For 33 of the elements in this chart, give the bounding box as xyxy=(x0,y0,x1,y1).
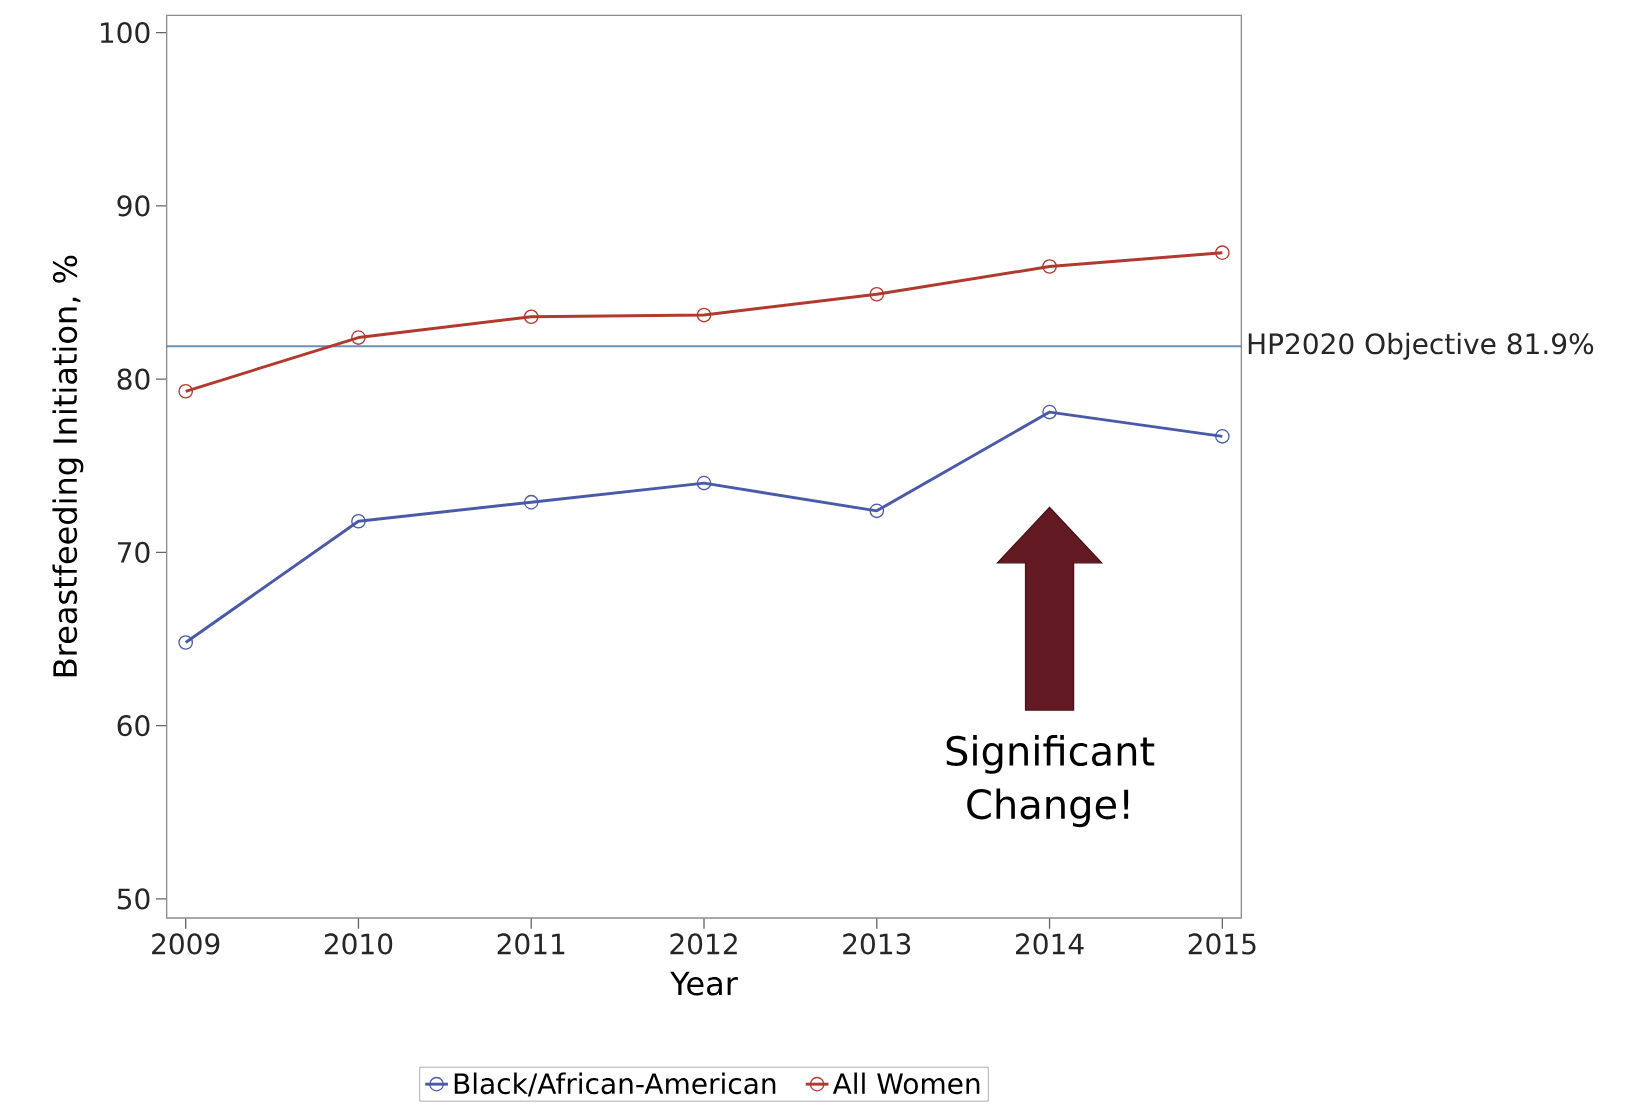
point xyxy=(351,330,366,345)
x-tick-label: 2011 xyxy=(497,933,565,955)
point xyxy=(1042,259,1057,274)
point xyxy=(696,475,712,491)
y-tick-label: 90 xyxy=(117,195,150,217)
x-axis-title: Year xyxy=(670,971,738,996)
x-tick-label: 2014 xyxy=(1015,933,1084,955)
point xyxy=(696,307,712,323)
y-tick-label: 100 xyxy=(100,22,150,44)
legend-label: Black/African-American xyxy=(454,1072,776,1097)
legend-label: All Women xyxy=(832,1072,980,1095)
x-tick-label: 2010 xyxy=(324,933,393,955)
point xyxy=(869,503,885,519)
x-tick-label: 2009 xyxy=(152,933,220,955)
x-tick-label: 2013 xyxy=(843,933,911,955)
ref-line-label: HP2020 Objective 81.9% xyxy=(1248,332,1594,360)
y-tick-label: 80 xyxy=(117,368,150,390)
point xyxy=(869,286,885,302)
annotation: Significant Change! xyxy=(946,735,1155,828)
point xyxy=(178,635,194,650)
point xyxy=(178,383,194,399)
point xyxy=(523,309,539,325)
y-axis-title: Breastfeeding Initiation, % xyxy=(52,255,84,677)
point xyxy=(351,513,366,529)
y-tick-label: 50 xyxy=(117,888,150,910)
point xyxy=(1215,245,1230,261)
point xyxy=(523,494,539,510)
x-tick-label: 2012 xyxy=(670,933,737,955)
point xyxy=(1042,404,1057,420)
y-tick-label: 70 xyxy=(117,541,150,563)
x-tick-label: 2015 xyxy=(1188,933,1256,955)
y-tick-label: 60 xyxy=(117,715,150,737)
point xyxy=(1215,428,1230,444)
